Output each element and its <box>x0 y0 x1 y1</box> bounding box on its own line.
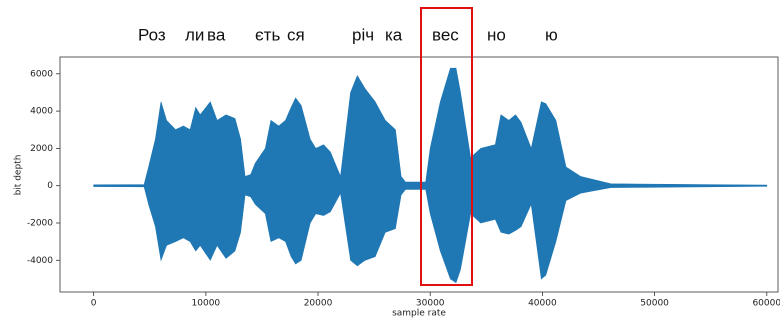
x-tick-label: 10000 <box>192 299 221 309</box>
x-axis-label: sample rate <box>392 309 446 319</box>
x-tick-label: 50000 <box>640 299 669 309</box>
syllable: но <box>487 25 506 44</box>
waveform-lower <box>93 185 768 284</box>
x-tick-label: 20000 <box>304 299 333 309</box>
y-tick-label: 4000 <box>30 107 53 117</box>
x-tick-label: 40000 <box>528 299 557 309</box>
x-tick-label: 30000 <box>416 299 445 309</box>
x-tick-label: 60000 <box>752 299 780 309</box>
y-tick-label: -2000 <box>27 218 53 228</box>
syllable: вес <box>432 25 459 44</box>
plot-frame <box>59 56 779 293</box>
syllable: ва <box>207 25 226 44</box>
highlight-box <box>420 7 473 286</box>
syllable: річ <box>352 25 374 44</box>
x-tick-label: 0 <box>91 299 97 309</box>
y-tick-label: -4000 <box>27 256 53 266</box>
syllable: ю <box>545 25 558 44</box>
y-tick-label: 2000 <box>30 144 53 154</box>
syllable: ся <box>287 25 305 44</box>
y-tick-label: 6000 <box>30 69 53 79</box>
waveform-upper <box>93 67 768 186</box>
syllable: ли <box>185 25 204 44</box>
y-axis-label: bit depth <box>14 155 24 196</box>
syllable: Роз <box>138 25 166 44</box>
syllable: ка <box>385 25 403 44</box>
syllable: єть <box>255 25 280 44</box>
y-tick-label: 0 <box>47 181 53 191</box>
